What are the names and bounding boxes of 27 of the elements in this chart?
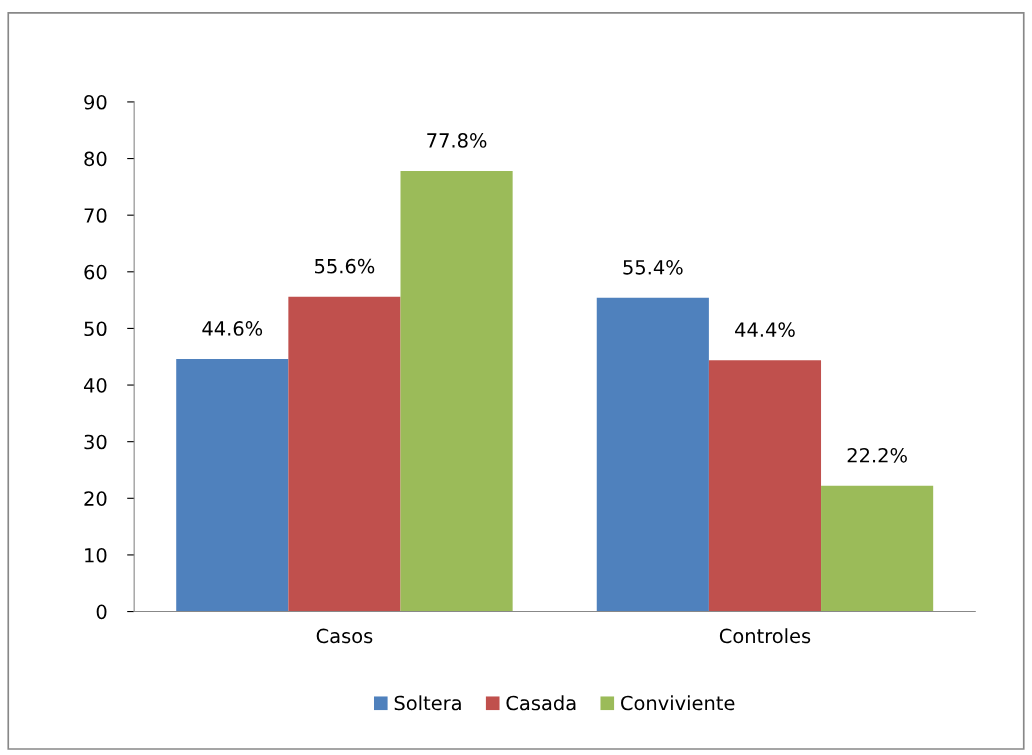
y-tick-label: 40: [83, 378, 107, 393]
data-label: 44.4%: [735, 322, 795, 337]
legend-label: Soltera: [394, 695, 461, 711]
y-tick-label: 80: [84, 151, 107, 167]
y-tick-label: 60: [84, 264, 107, 280]
x-tick-label: Casos: [316, 628, 373, 644]
data-label: 77.8%: [427, 133, 487, 148]
data-label: 55.6%: [315, 258, 375, 274]
legend-label: Casada: [506, 695, 576, 711]
bar: [596, 297, 709, 612]
legend-label: Conviviente: [621, 695, 735, 711]
bar: [176, 359, 289, 612]
bar: [821, 485, 934, 612]
y-tick-label: 90: [84, 94, 107, 110]
bar: [288, 296, 401, 612]
data-label: 22.2%: [847, 447, 907, 463]
bar: [708, 360, 822, 612]
data-label: 55.4%: [623, 259, 683, 275]
y-tick-label: 20: [84, 491, 107, 506]
data-label: 44.6%: [202, 321, 263, 336]
y-tick-label: 0: [96, 604, 107, 620]
y-tick-label: 30: [84, 434, 107, 450]
x-tick-label: Controles: [719, 628, 811, 644]
bar: [400, 171, 513, 612]
y-tick-label: 50: [84, 321, 107, 337]
y-tick-label: 10: [85, 547, 107, 563]
y-tick-label: 70: [84, 208, 107, 223]
